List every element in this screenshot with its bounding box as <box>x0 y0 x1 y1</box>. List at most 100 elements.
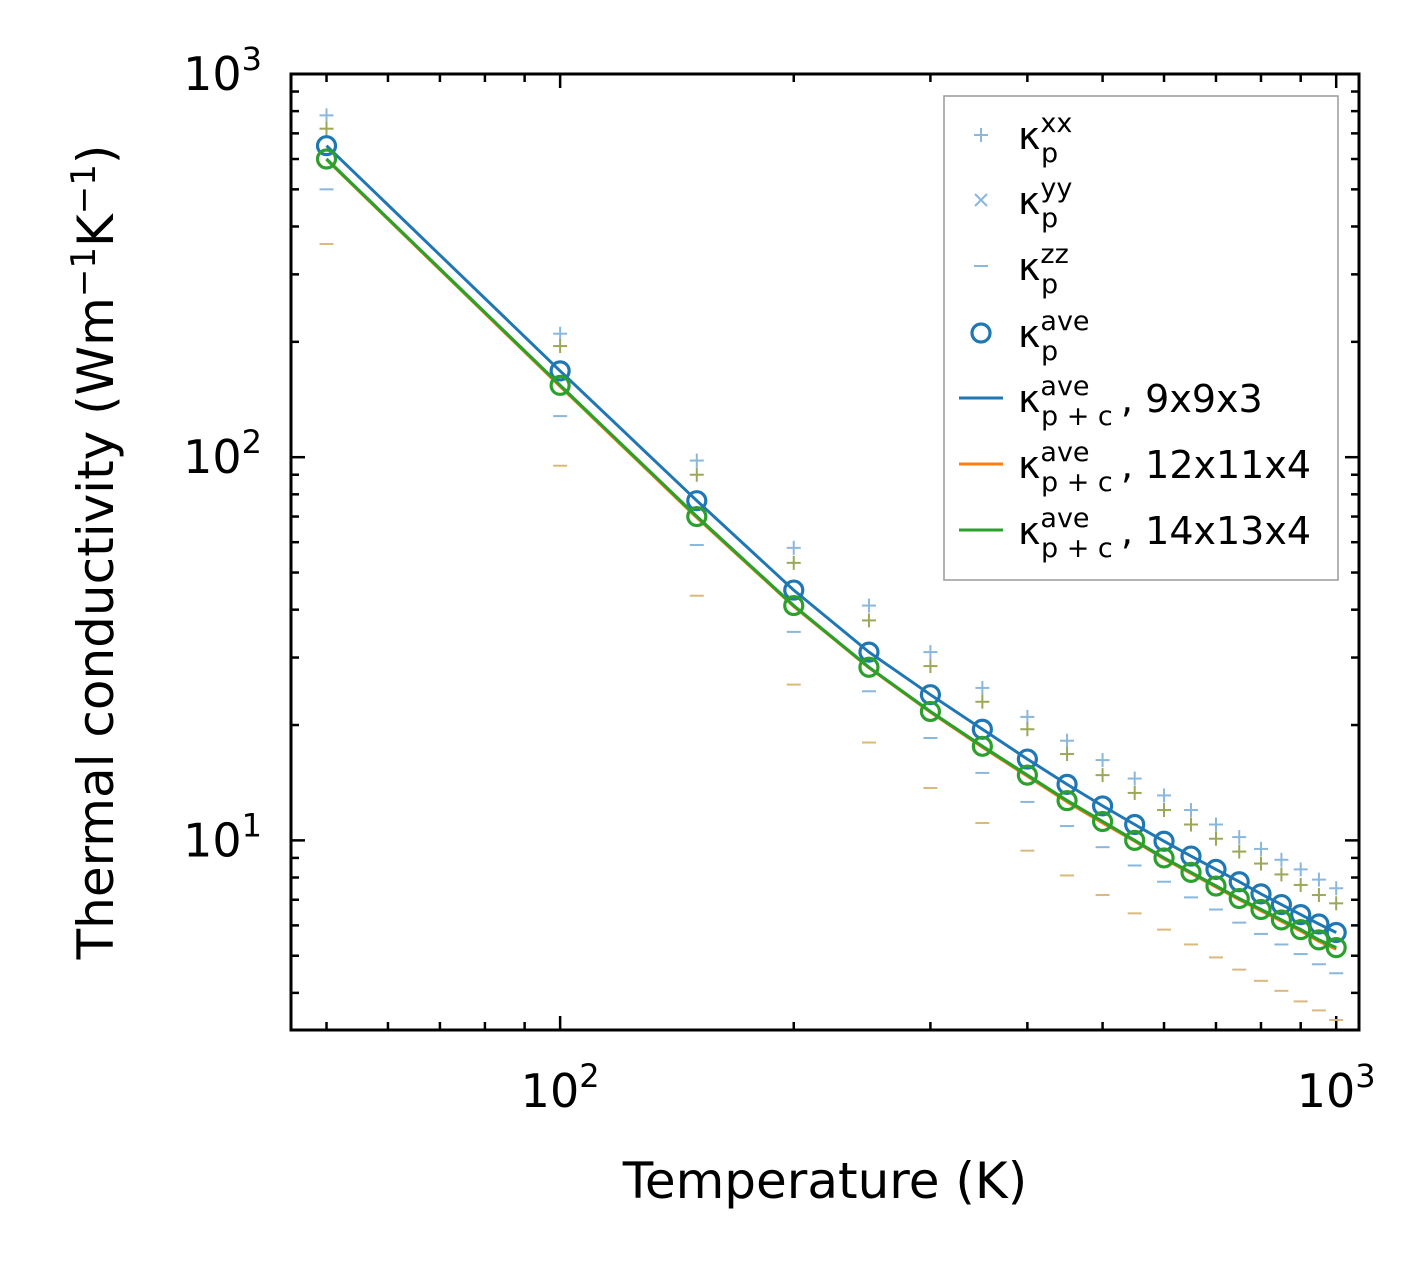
data-point <box>1311 872 1326 887</box>
data-point <box>1153 847 1175 869</box>
data-point <box>786 540 801 555</box>
data-point <box>786 555 801 570</box>
legend-label: κyy p <box>1018 173 1072 234</box>
data-point <box>1311 888 1326 903</box>
data-point <box>1232 830 1247 845</box>
legend-marker <box>970 322 992 344</box>
data-point <box>1208 831 1223 846</box>
data-point <box>1020 722 1035 737</box>
data-point <box>1056 790 1078 812</box>
data-point <box>1124 829 1146 851</box>
data-point <box>1180 861 1202 883</box>
data-point <box>1127 771 1142 786</box>
data-point <box>1250 898 1272 921</box>
data-point <box>1060 733 1075 748</box>
data-point <box>549 374 571 396</box>
y-tick-label: 102 <box>183 423 262 484</box>
legend-entry: κzz p <box>974 239 1069 300</box>
data-point <box>1293 877 1308 892</box>
data-point <box>1308 913 1330 935</box>
data-point <box>1095 753 1110 768</box>
x-axis-label: Temperature (K) <box>622 1152 1027 1210</box>
legend-box <box>943 95 1339 581</box>
legend-label: κzz p <box>1018 239 1069 300</box>
y-tick-label: 103 <box>183 40 262 101</box>
data-point <box>783 579 805 601</box>
data-point <box>553 326 568 341</box>
data-point <box>975 694 990 709</box>
data-point <box>923 645 938 660</box>
data-point <box>919 700 942 723</box>
data-point <box>1091 795 1114 817</box>
data-point <box>1250 883 1272 905</box>
data-point <box>1293 862 1308 877</box>
data-point <box>1290 919 1312 941</box>
data-point <box>1274 867 1289 882</box>
data-point <box>1329 896 1344 911</box>
data-point <box>1325 937 1347 959</box>
x-tick-label: 103 <box>1297 1057 1376 1118</box>
data-point <box>1056 773 1078 795</box>
data-point <box>319 121 334 136</box>
data-point <box>858 641 880 663</box>
plot-area <box>315 108 1347 1021</box>
data-point <box>553 339 568 354</box>
data-point <box>1180 845 1202 867</box>
data-point <box>319 108 334 123</box>
legend-entry: κave p + c, 9x9x3 <box>959 371 1263 432</box>
data-point <box>1184 803 1199 818</box>
data-point <box>1253 841 1268 856</box>
legend-entry: κave p + c, 14x13x4 <box>959 503 1311 564</box>
data-point <box>1095 768 1110 783</box>
legend-entry: κave p + c, 12x11x4 <box>959 437 1311 498</box>
tick-labels: 102 103 101 102 103 <box>183 40 1376 1118</box>
legend-entry: κave p <box>970 306 1090 367</box>
data-point <box>1228 887 1250 910</box>
legend-label: κave p + c, 14x13x4 <box>1018 503 1311 564</box>
data-point <box>1325 921 1347 944</box>
data-point <box>1205 875 1227 897</box>
y-tick-label: 101 <box>183 806 262 867</box>
data-point <box>315 135 338 157</box>
legend-label: κave p <box>1018 306 1090 367</box>
data-point <box>1157 803 1172 818</box>
data-point <box>689 453 704 468</box>
legend-entry: κyy p <box>974 173 1072 234</box>
series-line-line_9x9x3 <box>325 144 1337 934</box>
data-point <box>1270 893 1293 916</box>
series-line-overlay <box>325 157 1337 949</box>
data-point <box>1157 788 1172 803</box>
data-point <box>1184 817 1199 832</box>
data-point <box>1253 856 1268 871</box>
data-point <box>1124 813 1146 836</box>
data-point <box>1060 747 1075 762</box>
series-kxx_9 <box>319 108 1344 896</box>
data-point <box>923 659 938 674</box>
data-point <box>549 360 571 382</box>
data-point <box>1016 764 1038 786</box>
plot-frame <box>289 72 1361 1032</box>
data-point <box>686 505 708 528</box>
series-kxx_14 <box>319 121 1344 911</box>
data-point <box>1208 817 1223 832</box>
data-point <box>689 467 704 482</box>
data-point <box>1016 748 1038 770</box>
data-point <box>686 490 708 512</box>
data-point <box>975 680 990 695</box>
series-kzz_14 <box>319 243 1344 1021</box>
data-point <box>1232 844 1247 859</box>
data-point <box>971 735 993 757</box>
data-point <box>1020 709 1035 724</box>
legend-label: κave p + c, 9x9x3 <box>1018 371 1263 432</box>
legend-label: κxx p <box>1018 108 1072 169</box>
data-point <box>1091 810 1114 833</box>
series-kave_14 <box>315 148 1347 959</box>
legend-entry: κxx p <box>974 108 1072 169</box>
x-tick-label: 102 <box>521 1057 600 1118</box>
data-point <box>315 148 338 170</box>
legend-marker <box>974 193 988 207</box>
data-point <box>1308 929 1330 951</box>
data-point <box>858 656 880 678</box>
